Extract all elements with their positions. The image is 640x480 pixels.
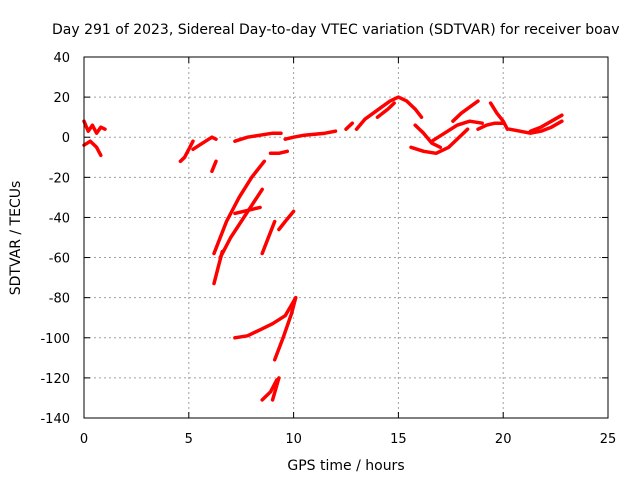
data-series-arc-24 (430, 119, 484, 143)
x-tick-label: 10 (285, 432, 302, 447)
data-series-arc-3 (178, 139, 195, 164)
data-series-arc-10 (218, 187, 264, 260)
data-series-arc-16 (272, 295, 298, 362)
data-series-arc-21 (375, 101, 396, 119)
y-tick-label: -20 (49, 171, 70, 186)
data-series-arc-28 (507, 119, 564, 135)
data-series-arc-27 (488, 101, 510, 131)
data-series-arc-20 (354, 95, 424, 131)
x-tick-label: 15 (390, 432, 407, 447)
data-series-arc-6 (233, 131, 283, 143)
data-series-arc-15 (233, 295, 298, 340)
plot-frame (83, 56, 609, 419)
data-series-arc-7 (283, 129, 338, 141)
data-series-arc-25 (451, 99, 480, 123)
data-series-arc-13 (260, 219, 277, 256)
data-series-arc-18 (270, 376, 281, 402)
y-tick-label: 0 (62, 131, 70, 146)
data-series-arc-23 (409, 127, 470, 156)
chart-title: Day 291 of 2023, Sidereal Day-to-day VTE… (52, 22, 620, 38)
y-tick-label: -100 (40, 332, 70, 347)
x-tick-label: 25 (600, 432, 617, 447)
data-series-arc-19 (344, 121, 355, 131)
y-tick-label: -80 (49, 292, 70, 307)
axis-ticks (83, 56, 609, 419)
data-series-arc-4 (191, 135, 218, 152)
x-tick-label: 0 (80, 432, 88, 447)
gridlines (84, 57, 608, 418)
data-series-arc-29 (528, 113, 564, 133)
x-axis-label: GPS time / hours (287, 458, 404, 474)
data-series-arc-12 (233, 205, 262, 216)
data-series-arc-5 (210, 159, 218, 174)
x-tick-label: 20 (495, 432, 512, 447)
plot-series (82, 95, 564, 402)
y-tick-label: -60 (49, 252, 70, 267)
x-tick-label: 5 (185, 432, 193, 447)
tick-labels: 0 5 10 15 20 25 40 20 0 -20 -40 -60 -80 -100 -120 -140 (40, 51, 616, 447)
data-series-arc-26 (476, 121, 505, 131)
data-series-arc-9 (212, 159, 267, 256)
data-series-arc-8 (268, 149, 290, 156)
data-series-arc-14 (277, 209, 296, 232)
y-axis-label: SDTVAR / TECUs (8, 181, 24, 296)
data-series-arc-1 (82, 119, 107, 135)
data-series-arc-17 (260, 378, 279, 402)
y-tick-label: -120 (40, 372, 70, 387)
data-series-arc-2 (82, 139, 103, 158)
data-series-arc-22 (413, 123, 443, 150)
data-series-arc-11 (212, 249, 225, 286)
y-tick-label: 20 (53, 91, 70, 106)
y-tick-label: -140 (40, 412, 70, 427)
y-tick-label: 40 (53, 51, 70, 66)
y-tick-label: -40 (49, 211, 70, 226)
